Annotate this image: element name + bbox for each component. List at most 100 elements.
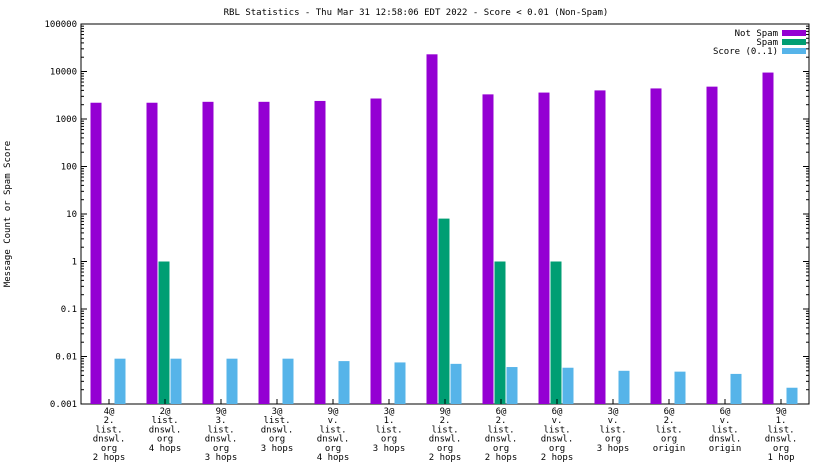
bar-spam	[494, 261, 506, 404]
bar-not-spam	[202, 101, 214, 404]
bar-score	[394, 362, 406, 404]
x-tick-label-line: org	[661, 435, 677, 445]
x-tick-label-line: 3.	[216, 416, 227, 426]
bar-not-spam	[762, 72, 774, 404]
x-tick-label-line: list.	[95, 425, 122, 435]
bar-not-spam	[426, 54, 438, 404]
y-tick-label: 0.1	[61, 305, 77, 315]
x-tick-label: 9@ 2. list. dnswl. org 2 hops	[429, 407, 462, 463]
bar-not-spam	[538, 92, 550, 405]
x-tick-label-line: v.	[608, 416, 619, 426]
x-tick-label-line: 2.	[104, 416, 115, 426]
x-tick-label-line: 3 hops	[205, 453, 238, 463]
x-tick-label-line: org	[101, 444, 117, 454]
bar-not-spam	[90, 102, 102, 404]
x-tick-label-line: dnswl.	[541, 435, 574, 445]
bar-not-spam	[314, 100, 326, 404]
x-tick-label-line: org	[157, 435, 173, 445]
bar-score	[338, 361, 350, 404]
x-tick-label-line: org	[325, 444, 341, 454]
legend-swatch	[782, 30, 806, 36]
y-tick-label: 100	[61, 163, 77, 173]
x-tick-label: 6@ 2. list. dnswl. org 2 hops	[485, 407, 518, 463]
x-tick-label: 3@ 1. list. org 3 hops	[373, 407, 406, 454]
bar-score	[226, 358, 238, 404]
bar-not-spam	[370, 98, 382, 404]
x-tick-label-line: dnswl.	[765, 435, 798, 445]
x-tick-label-line: 2@	[160, 407, 171, 417]
legend-swatch	[782, 39, 806, 45]
bar-score	[170, 358, 182, 404]
x-tick-label-line: org	[269, 435, 285, 445]
x-tick-label-line: v.	[552, 416, 563, 426]
x-tick-label-line: dnswl.	[93, 435, 126, 445]
bar-spam	[438, 218, 450, 404]
bar-score	[730, 373, 742, 404]
x-tick-label-line: 2 hops	[93, 453, 126, 463]
x-tick-label-line: dnswl.	[429, 435, 462, 445]
x-tick-label-line: 9@	[216, 407, 227, 417]
x-tick-label-line: 6@	[496, 407, 507, 417]
x-tick-label-line: 4 hops	[149, 444, 182, 454]
legend-label: Spam	[756, 38, 778, 48]
x-tick-label-line: 3@	[608, 407, 619, 417]
x-tick-label: 3@ list. dnswl. org 3 hops	[261, 407, 294, 454]
x-tick-label: 3@ v. list. org 3 hops	[597, 407, 630, 454]
bar-spam	[158, 261, 170, 404]
bar-not-spam	[706, 86, 718, 404]
x-tick-label-line: origin	[709, 444, 742, 454]
bar-not-spam	[594, 90, 606, 404]
x-tick-label-line: 3@	[384, 407, 395, 417]
chart-title: RBL Statistics - Thu Mar 31 12:58:06 EDT…	[224, 8, 609, 18]
bar-score	[674, 371, 686, 404]
x-tick-label-line: 1 hop	[767, 453, 794, 463]
x-tick-label: 4@ 2. list. dnswl. org 2 hops	[93, 407, 126, 463]
x-tick-label-line: list.	[263, 416, 290, 426]
y-tick-label: 10000	[50, 68, 77, 78]
bar-score	[786, 387, 798, 404]
x-tick-label-line: 4 hops	[317, 453, 350, 463]
bar-not-spam	[146, 102, 158, 404]
y-tick-label: 1	[72, 258, 77, 268]
x-tick-label-line: list.	[151, 416, 178, 426]
bar-score	[114, 358, 126, 404]
y-axis-label: Message Count or Spam Score	[3, 141, 13, 287]
bar-score	[450, 363, 462, 404]
x-tick-label: 6@ 2. list. org origin	[653, 407, 686, 454]
bars	[90, 54, 798, 405]
bar-score	[562, 367, 574, 404]
y-tick-label: 0.01	[55, 353, 77, 363]
x-tick-label-line: 2 hops	[541, 453, 574, 463]
x-tick-label-line: list.	[431, 425, 458, 435]
x-tick-label-line: v.	[720, 416, 731, 426]
y-tick-label: 100000	[44, 20, 77, 30]
x-tick-label: 9@ 1. list. dnswl. org 1 hop	[765, 407, 798, 463]
legend-label: Not Spam	[735, 29, 778, 39]
legend-swatch	[782, 48, 806, 54]
x-tick-label-line: list.	[655, 425, 682, 435]
bar-score	[282, 358, 294, 404]
x-tick-label-line: 9@	[440, 407, 451, 417]
bar-spam	[550, 261, 562, 404]
x-tick-label-line: 4@	[104, 407, 115, 417]
x-tick-label-line: 9@	[776, 407, 787, 417]
y-tick-label: 1000	[55, 115, 77, 125]
x-tick-label-line: list.	[599, 425, 626, 435]
x-tick-label-line: list.	[543, 425, 570, 435]
x-tick-label-line: org	[773, 444, 789, 454]
x-tick-label-line: 2.	[440, 416, 451, 426]
bar-score	[618, 370, 630, 404]
bar-not-spam	[258, 101, 270, 404]
x-tick-label-line: list.	[375, 425, 402, 435]
x-tick-label: 6@ v. list. dnswl. origin	[709, 407, 742, 454]
x-tick-label-line: 1.	[384, 416, 395, 426]
x-tick-label-line: origin	[653, 444, 686, 454]
legend-label: Score (0..1)	[713, 47, 778, 57]
x-tick-label-line: dnswl.	[261, 425, 294, 435]
bar-score	[506, 367, 518, 404]
y-axis: 0.001 0.01 0.1 1 10 100 1000 10000 100000	[44, 20, 809, 410]
x-tick-label-line: list.	[319, 425, 346, 435]
x-tick-label-line: org	[437, 444, 453, 454]
